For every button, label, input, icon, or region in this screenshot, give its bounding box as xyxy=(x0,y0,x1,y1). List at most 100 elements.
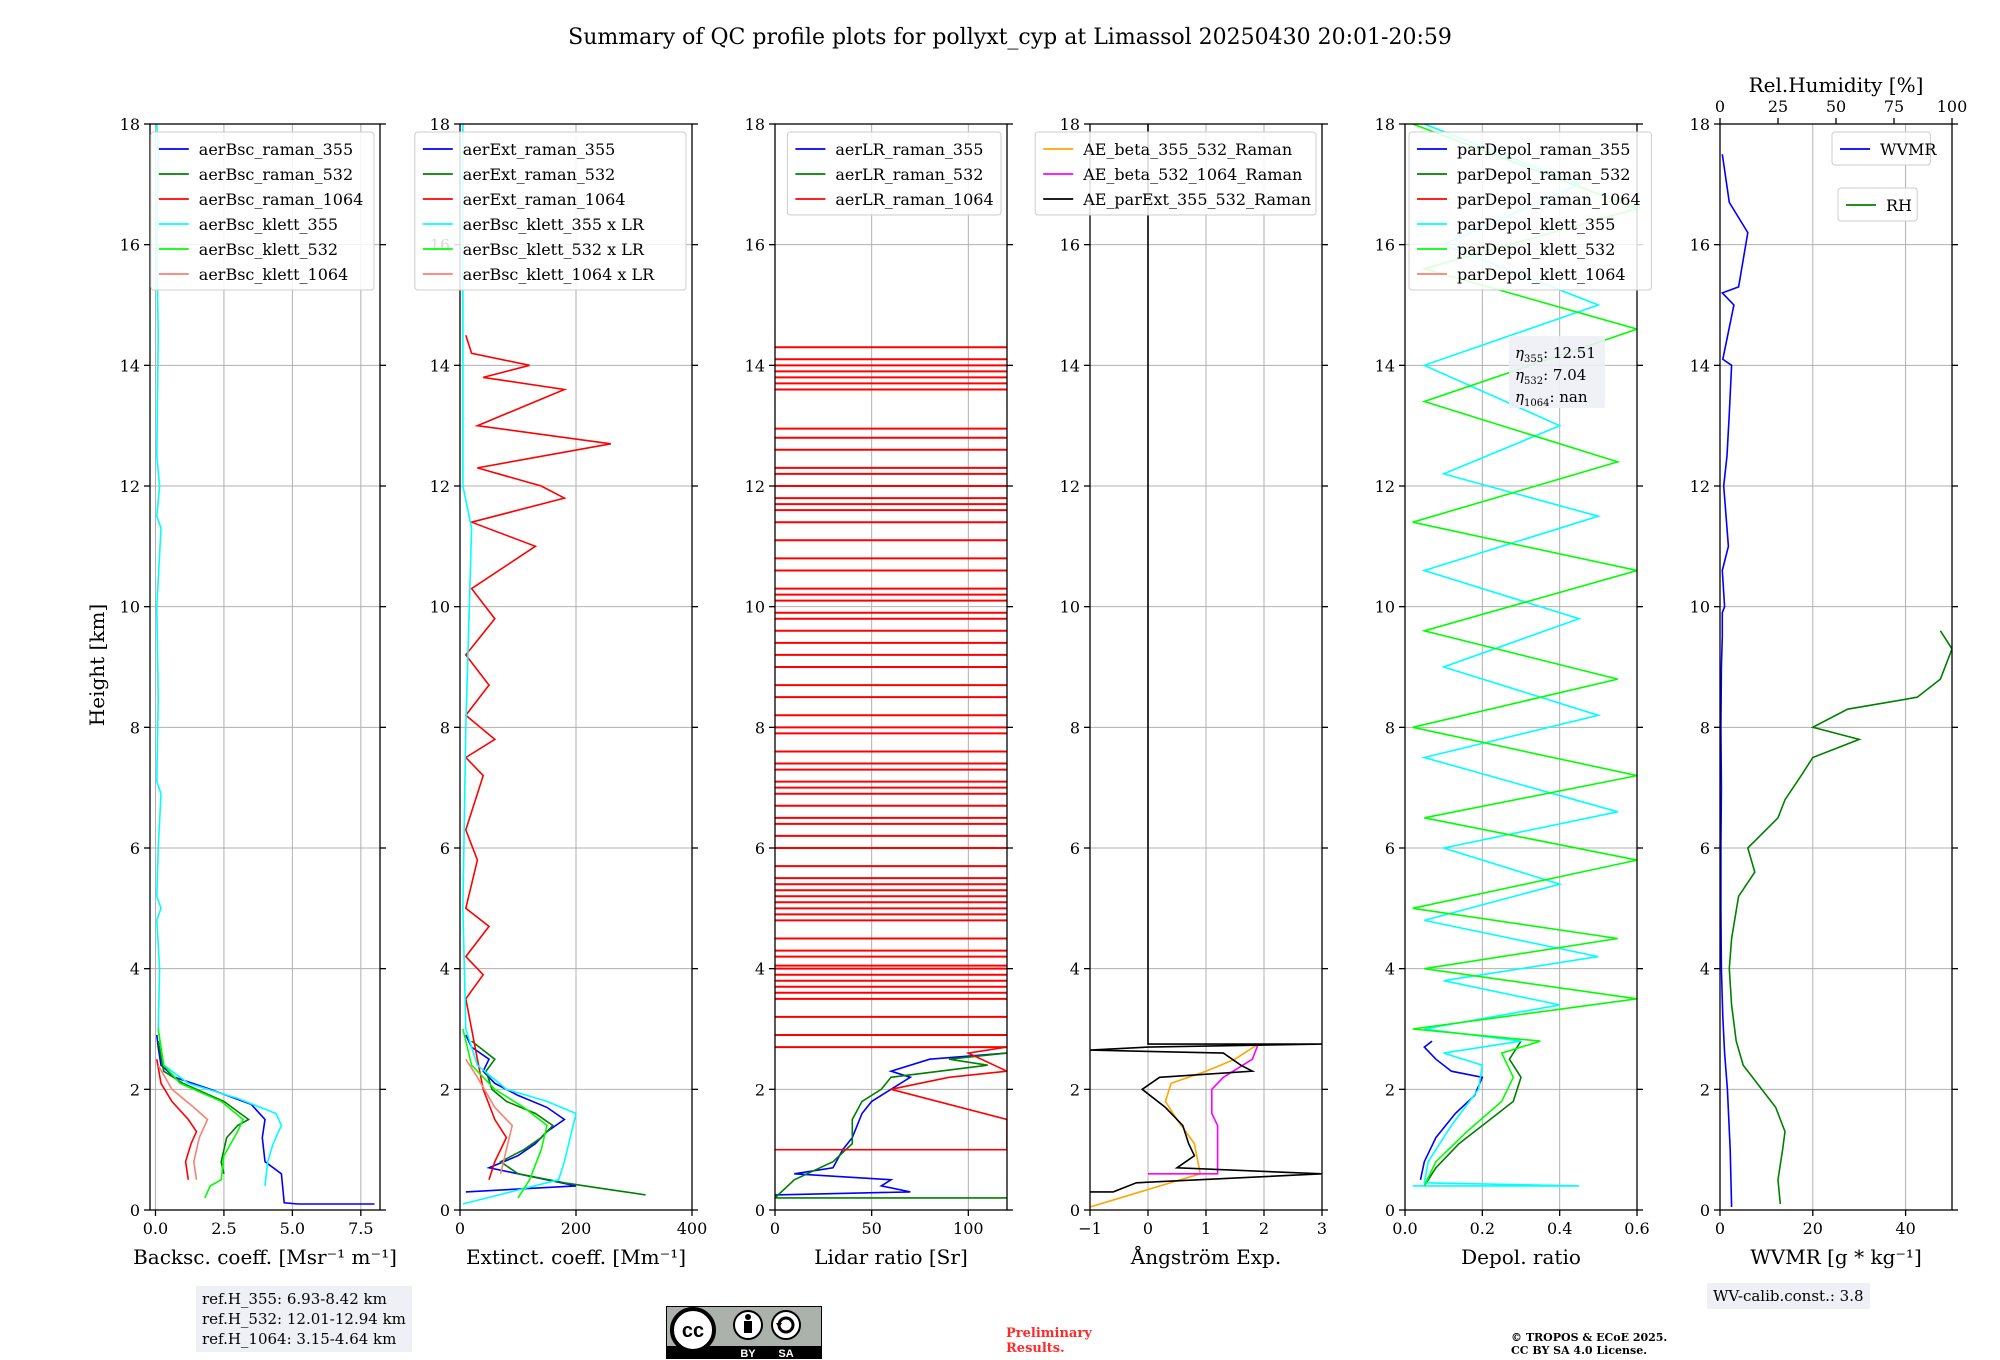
y-tick-label: 10 xyxy=(120,598,140,617)
wv-calib-box: WV-calib.const.: 3.8 xyxy=(1707,1283,1870,1309)
series-aerlr-raman-1064 xyxy=(775,1046,1007,1151)
x-axis-label: Depol. ratio xyxy=(1461,1245,1581,1269)
ref-height-box: ref.H_355: 6.93-8.42 km ref.H_532: 12.01… xyxy=(196,1286,412,1352)
y-tick-label: 8 xyxy=(130,718,140,737)
legend-frame xyxy=(150,131,375,291)
series-wvmr xyxy=(1720,154,1749,1208)
top-x-tick-label: 25 xyxy=(1768,97,1788,116)
x-tick-label: 20 xyxy=(1803,1219,1823,1238)
legend-label: aerExt_raman_355 xyxy=(463,140,616,159)
y-tick-label: 18 xyxy=(1690,115,1710,134)
x-tick-label: 50 xyxy=(861,1219,881,1238)
y-tick-label: 8 xyxy=(755,718,765,737)
top-x-tick-label: 0 xyxy=(1715,97,1725,116)
legend-label: aerBsc_klett_355 xyxy=(199,215,338,234)
ref-height-355: ref.H_355: 6.93-8.42 km xyxy=(202,1290,387,1308)
x-tick-label: 7.5 xyxy=(348,1219,373,1238)
series-aerbsc-raman-1064 xyxy=(156,1059,198,1180)
legend: parDepol_raman_355 parDepol_raman_532 parD… xyxy=(1408,131,1652,291)
eta-line: η1064: nan xyxy=(1515,388,1588,409)
y-tick-label: 14 xyxy=(430,356,450,375)
legend-frame xyxy=(1831,131,1931,166)
x-axis-label: Extinct. coeff. [Mm⁻¹] xyxy=(466,1245,686,1269)
series-aerext-raman-1064 xyxy=(464,334,611,1181)
y-tick-label: 18 xyxy=(745,115,765,134)
y-tick-label: 6 xyxy=(130,839,140,858)
legend-label: aerBsc_klett_1064 x LR xyxy=(463,265,655,284)
y-tick-label: 12 xyxy=(430,477,450,496)
legend-label: parDepol_raman_532 xyxy=(1457,165,1630,184)
y-tick-label: 12 xyxy=(1060,477,1080,496)
series-aerbsc-raman-532 xyxy=(157,1040,251,1174)
legend-frame xyxy=(786,131,1002,216)
y-tick-label: 8 xyxy=(1385,718,1395,737)
y-tick-label: 14 xyxy=(1690,356,1710,375)
y-tick-label: 14 xyxy=(120,356,140,375)
plot-frame xyxy=(149,123,381,1211)
legend-label: aerExt_raman_1064 xyxy=(463,190,626,209)
series-ae-beta-532-1064-raman xyxy=(1148,1043,1259,1175)
legend-label: aerBsc_raman_1064 xyxy=(199,190,364,209)
legend-label: aerBsc_raman_355 xyxy=(199,140,353,159)
y-tick-label: 14 xyxy=(1375,356,1395,375)
y-tick-label: 18 xyxy=(430,115,450,134)
y-tick-label: 12 xyxy=(120,477,140,496)
y-tick-label: 18 xyxy=(120,115,140,134)
y-tick-label: 0 xyxy=(440,1201,450,1220)
legend-label: aerBsc_klett_532 xyxy=(199,240,338,259)
legend-label: aerLR_raman_1064 xyxy=(835,190,993,209)
y-tick-label: 6 xyxy=(1700,839,1710,858)
y-tick-label: 6 xyxy=(1070,839,1080,858)
legend-label: AE_beta_532_1064_Raman xyxy=(1082,165,1302,184)
y-tick-label: 16 xyxy=(1690,236,1710,255)
y-tick-label: 4 xyxy=(1385,960,1395,979)
legend: aerExt_raman_355 aerExt_raman_532 aerExt_r… xyxy=(414,131,687,291)
x-tick-label: 0 xyxy=(1143,1219,1153,1238)
cc-logo-text: cc xyxy=(682,1320,704,1342)
x-tick-label: −1 xyxy=(1078,1219,1102,1238)
x-tick-label: 2 xyxy=(1259,1219,1269,1238)
legend-frame xyxy=(1408,131,1652,291)
x-tick-label: 5.0 xyxy=(280,1219,305,1238)
y-tick-label: 2 xyxy=(440,1080,450,1099)
y-tick-label: 10 xyxy=(1060,598,1080,617)
series-aerbsc-klett-532-x-lr xyxy=(462,1028,548,1199)
series-aerbsc-klett-355-x-lr xyxy=(462,124,577,1205)
y-tick-label: 8 xyxy=(1070,718,1080,737)
y-tick-label: 0 xyxy=(1700,1201,1710,1220)
series-ae-parext-355-532-raman xyxy=(1090,124,1322,1193)
y-tick-label: 10 xyxy=(1375,598,1395,617)
y-tick-label: 10 xyxy=(745,598,765,617)
legend: AE_beta_355_532_Raman AE_beta_532_1064_Ra… xyxy=(1034,131,1317,216)
y-tick-label: 4 xyxy=(755,960,765,979)
x-tick-label: 0 xyxy=(455,1219,465,1238)
x-tick-label: 0.4 xyxy=(1547,1219,1572,1238)
x-tick-label: 2.5 xyxy=(211,1219,236,1238)
y-tick-label: 2 xyxy=(130,1080,140,1099)
top-axis-label: Rel.Humidity [%] xyxy=(1749,73,1924,97)
plot-area xyxy=(1412,124,1637,1187)
y-axis-label: Height [km] xyxy=(85,604,109,726)
y-tick-label: 2 xyxy=(1700,1080,1710,1099)
x-tick-label: 0.0 xyxy=(1392,1219,1417,1238)
by-label: BY xyxy=(740,1348,756,1359)
preliminary-results-note: Preliminary Results. xyxy=(1006,1326,1092,1356)
y-tick-label: 16 xyxy=(120,236,140,255)
series-pardepol-klett-532 xyxy=(1412,124,1637,1187)
y-tick-label: 16 xyxy=(1060,236,1080,255)
x-tick-label: 0 xyxy=(1715,1219,1725,1238)
y-tick-label: 2 xyxy=(755,1080,765,1099)
x-axis-label: Ångström Exp. xyxy=(1130,1244,1281,1269)
series-aerbsc-klett-355 xyxy=(155,124,283,1186)
y-tick-label: 14 xyxy=(745,356,765,375)
legend-label: parDepol_raman_355 xyxy=(1457,140,1630,159)
legend: aerLR_raman_355 aerLR_raman_532 aerLR_rama… xyxy=(786,131,1002,216)
x-tick-label: 0.6 xyxy=(1624,1219,1649,1238)
legend-label: aerBsc_klett_532 x LR xyxy=(463,240,645,259)
legend-label: AE_parExt_355_532_Raman xyxy=(1082,190,1311,209)
plot-area xyxy=(462,124,646,1205)
panel-2: 0246810121416180200400Extinct. coeff. [M… xyxy=(414,115,707,1269)
